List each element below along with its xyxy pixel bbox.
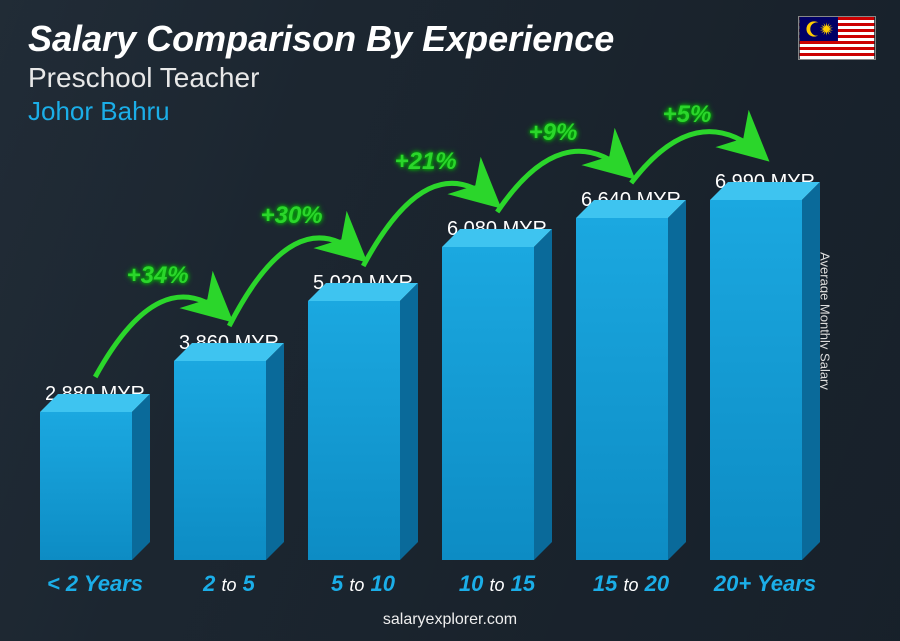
bar: 6,990 MYR bbox=[710, 171, 820, 561]
footer-credit: salaryexplorer.com bbox=[0, 611, 900, 629]
header: Salary Comparison By Experience Preschoo… bbox=[28, 18, 614, 127]
percent-increase-badge: +5% bbox=[663, 101, 712, 129]
x-axis-label: 10 to 15 bbox=[432, 571, 562, 597]
x-axis-label: 2 to 5 bbox=[164, 571, 294, 597]
x-axis-label: 20+ Years bbox=[700, 571, 830, 597]
bar: 6,080 MYR bbox=[442, 218, 552, 561]
malaysia-flag-icon bbox=[798, 16, 876, 60]
location-label: Johor Bahru bbox=[28, 96, 614, 127]
bar: 5,020 MYR bbox=[308, 272, 418, 561]
bar: 2,880 MYR bbox=[40, 383, 150, 561]
job-subtitle: Preschool Teacher bbox=[28, 62, 614, 94]
page-title: Salary Comparison By Experience bbox=[28, 18, 614, 60]
bar: 3,860 MYR bbox=[174, 332, 284, 561]
bar: 6,640 MYR bbox=[576, 189, 686, 561]
percent-increase-badge: +30% bbox=[261, 202, 323, 230]
percent-increase-badge: +21% bbox=[395, 148, 457, 176]
salary-bar-chart: 2,880 MYR 3,860 MYR 5,020 MYR 6,080 MYR bbox=[40, 150, 840, 561]
percent-increase-badge: +9% bbox=[529, 119, 578, 147]
percent-increase-badge: +34% bbox=[127, 262, 189, 290]
x-axis-label: < 2 Years bbox=[30, 571, 160, 597]
x-axis-label: 5 to 10 bbox=[298, 571, 428, 597]
x-axis-label: 15 to 20 bbox=[566, 571, 696, 597]
